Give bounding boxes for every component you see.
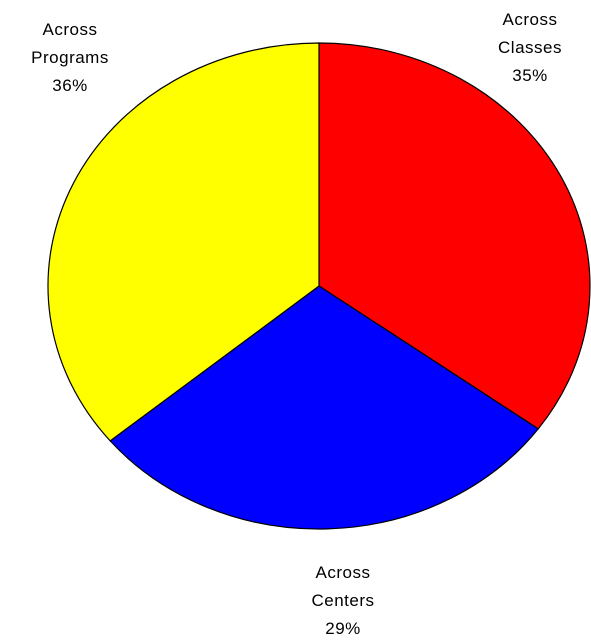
value-label: 35% bbox=[512, 66, 548, 85]
category-label: Across Programs bbox=[31, 20, 109, 67]
slice-label: Across Programs 36% bbox=[25, 16, 115, 100]
value-label: 36% bbox=[52, 76, 88, 95]
slice-label: Across Centers 29% bbox=[298, 559, 388, 640]
pie-slice bbox=[47, 42, 320, 442]
slice-label: Across Classes 35% bbox=[485, 6, 575, 90]
value-label: 29% bbox=[325, 619, 361, 638]
category-label: Across Classes bbox=[498, 10, 562, 57]
pie-slice bbox=[318, 42, 591, 430]
pie-slice bbox=[109, 285, 540, 530]
category-label: Across Centers bbox=[311, 563, 375, 610]
